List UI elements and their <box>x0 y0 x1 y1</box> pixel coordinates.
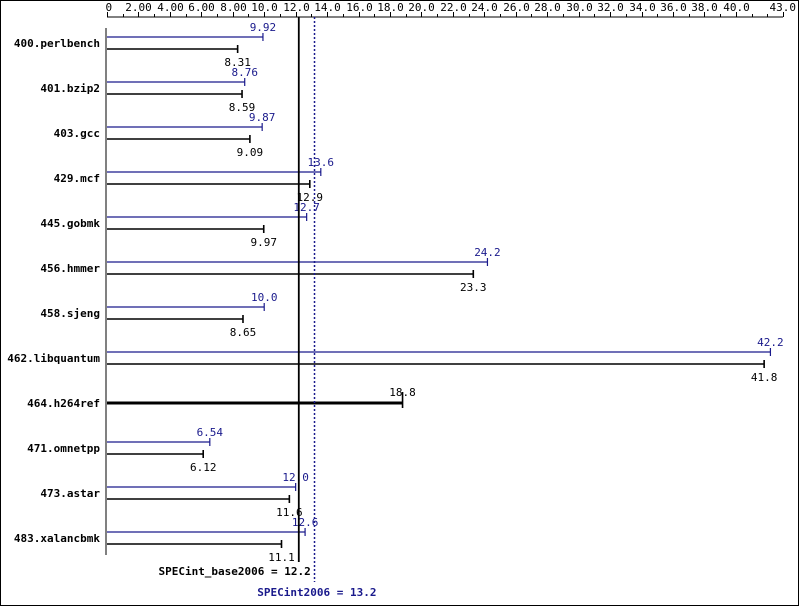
benchmark-label: 445.gobmk <box>40 217 100 230</box>
peak-value-label: 6.54 <box>197 426 224 439</box>
benchmark-label: 471.omnetpp <box>27 442 100 455</box>
x-axis-tick-label: 26.0 <box>503 1 530 14</box>
benchmark-row: 471.omnetpp 6.54 6.12 <box>27 426 223 474</box>
base-summary-label: SPECint_base2006 = 12.2 <box>158 565 310 578</box>
x-axis-tick-label: 8.00 <box>220 1 247 14</box>
base-value-label: 8.31 <box>224 56 251 69</box>
base-value-label: 12.9 <box>297 191 324 204</box>
x-axis-tick-label: 2.00 <box>125 1 152 14</box>
x-axis-tick-label: 10.0 <box>251 1 278 14</box>
benchmark-row: 403.gcc 9.87 9.09 <box>54 111 276 159</box>
peak-value-label: 13.6 <box>308 156 335 169</box>
x-axis-tick-label: 18.0 <box>377 1 404 14</box>
summary-lines: SPECint_base2006 = 12.2 SPECint2006 = 13.… <box>158 17 377 599</box>
x-axis-tick-label: 40.0 <box>723 1 750 14</box>
x-axis-tick-label: 36.0 <box>660 1 687 14</box>
x-axis-tick-label: 0 <box>106 1 113 14</box>
benchmark-label: 456.hmmer <box>40 262 100 275</box>
base-value-label: 8.59 <box>229 101 256 114</box>
peak-value-label: 24.2 <box>474 246 501 259</box>
base-value-label: 41.8 <box>751 371 778 384</box>
benchmark-row: 462.libquantum 42.2 41.8 <box>7 336 783 384</box>
benchmark-row: 429.mcf 13.6 12.9 <box>54 156 334 204</box>
x-axis-tick-label: 4.00 <box>157 1 184 14</box>
base-value-label: 8.65 <box>230 326 257 339</box>
base-value-label: 6.12 <box>190 461 217 474</box>
x-axis: 0 2.00 4.00 6.00 8.00 10.0 12.0 14.0 16.0 18.0 20.… <box>106 1 797 18</box>
benchmark-label: 473.astar <box>40 487 100 500</box>
peak-value-label: 9.92 <box>250 21 277 34</box>
base-value-label: 9.97 <box>250 236 277 249</box>
x-axis-tick-label: 24.0 <box>471 1 498 14</box>
x-axis-tick-label: 30.0 <box>566 1 593 14</box>
bars-group: 400.perlbench9.928.31401.bzip28.768.5940… <box>7 21 783 564</box>
peak-value-label: 9.87 <box>249 111 276 124</box>
peak-value-label: 12.0 <box>282 471 309 484</box>
benchmark-label: 400.perlbench <box>14 37 100 50</box>
x-axis-tick-label: 14.0 <box>314 1 341 14</box>
x-axis-tick-label: 38.0 <box>691 1 718 14</box>
benchmark-row: 473.astar 12.0 11.6 <box>40 471 309 519</box>
benchmark-row: 401.bzip2 8.76 8.59 <box>40 66 258 114</box>
peak-value-label: 12.7 <box>293 201 320 214</box>
peak-value-label: 42.2 <box>757 336 784 349</box>
x-axis-tick-label: 43.0 <box>770 1 797 14</box>
base-value-label: 18.8 <box>389 386 416 399</box>
benchmark-row: 445.gobmk 12.7 9.97 <box>40 201 320 249</box>
benchmark-row: 456.hmmer 24.2 23.3 <box>40 246 500 294</box>
x-axis-tick-label: 16.0 <box>346 1 373 14</box>
x-axis-tick-label: 6.00 <box>188 1 215 14</box>
x-axis-tick-label: 32.0 <box>597 1 624 14</box>
benchmark-label: 429.mcf <box>54 172 100 185</box>
peak-value-label: 8.76 <box>231 66 258 79</box>
x-axis-tick-label: 28.0 <box>534 1 561 14</box>
benchmark-label: 483.xalancbmk <box>14 532 100 545</box>
benchmark-label: 403.gcc <box>54 127 100 140</box>
benchmark-label: 401.bzip2 <box>40 82 100 95</box>
benchmark-label: 464.h264ref <box>27 397 100 410</box>
base-value-label: 11.6 <box>276 506 303 519</box>
peak-value-label: 10.0 <box>251 291 278 304</box>
base-value-label: 11.1 <box>268 551 295 564</box>
base-value-label: 23.3 <box>460 281 487 294</box>
benchmark-row: 464.h264ref 18.8 <box>27 386 416 410</box>
x-axis-tick-label: 12.0 <box>283 1 310 14</box>
benchmark-label: 462.libquantum <box>7 352 100 365</box>
x-axis-tick-label: 34.0 <box>629 1 656 14</box>
peak-summary-label: SPECint2006 = 13.2 <box>257 586 376 599</box>
benchmark-row: 458.sjeng 10.0 8.65 <box>40 291 277 339</box>
benchmark-label: 458.sjeng <box>40 307 100 320</box>
benchmark-row: 400.perlbench 9.92 8.31 <box>14 21 276 69</box>
x-axis-tick-label: 20.0 <box>408 1 435 14</box>
base-value-label: 9.09 <box>237 146 264 159</box>
x-axis-tick-label: 22.0 <box>440 1 467 14</box>
